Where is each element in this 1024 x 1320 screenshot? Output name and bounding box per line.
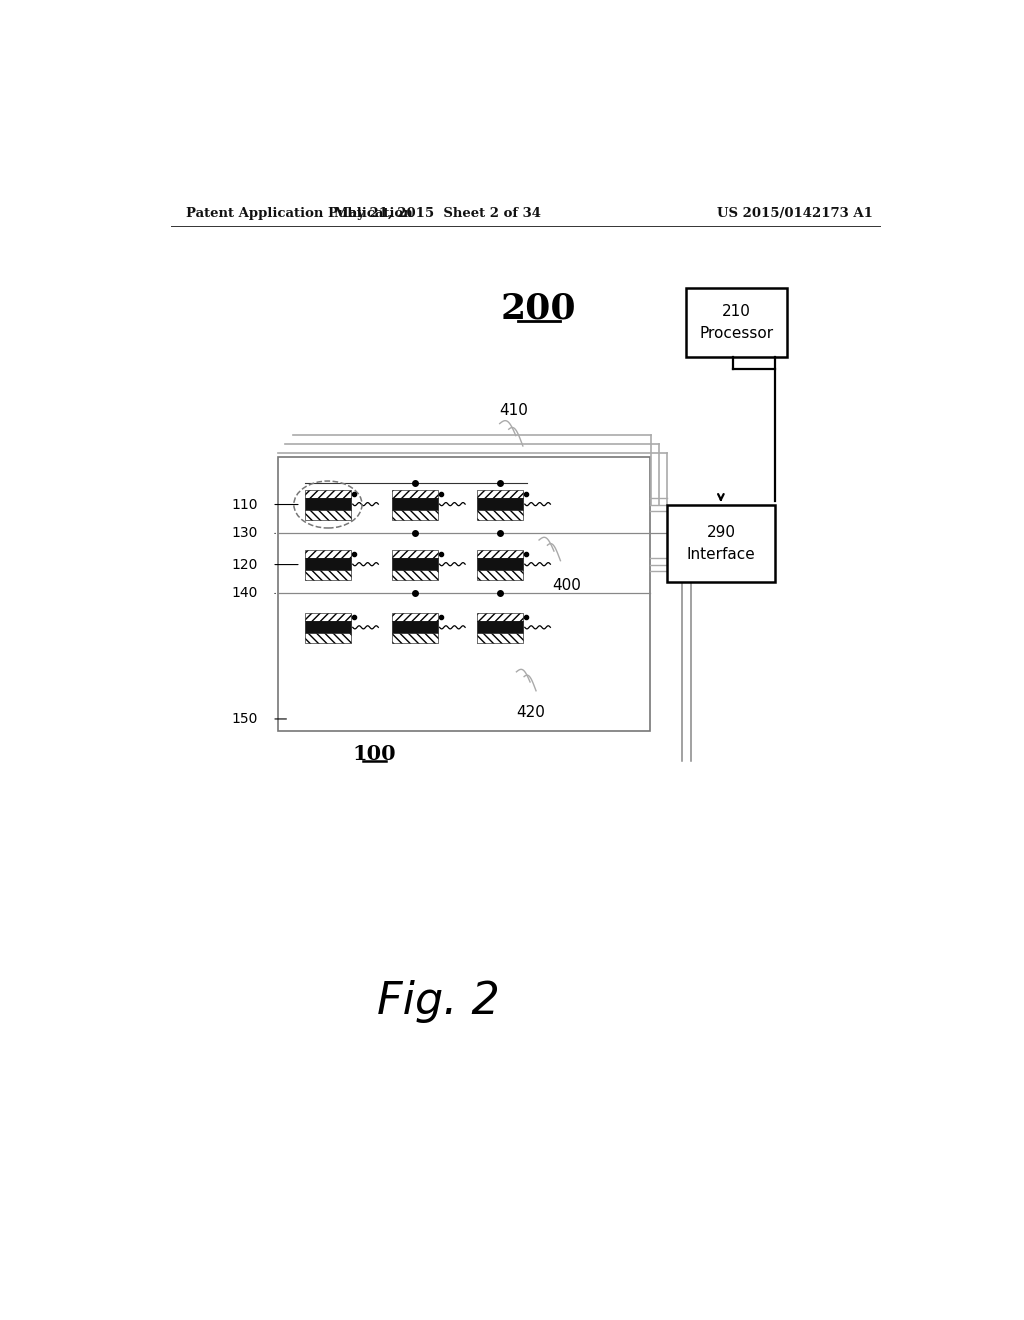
Bar <box>686 288 786 358</box>
Bar <box>477 490 523 498</box>
Bar <box>305 622 351 634</box>
Text: 420: 420 <box>516 705 546 721</box>
Text: 210
Processor: 210 Processor <box>699 304 773 341</box>
Text: 110: 110 <box>231 498 258 512</box>
Bar <box>477 558 523 570</box>
Bar <box>305 498 351 511</box>
Text: US 2015/0142173 A1: US 2015/0142173 A1 <box>717 207 872 220</box>
Bar <box>391 558 438 570</box>
Text: 120: 120 <box>231 557 258 572</box>
Text: 100: 100 <box>352 743 396 763</box>
Bar <box>477 634 523 643</box>
Bar <box>305 549 351 558</box>
Text: 130: 130 <box>231 527 258 540</box>
Bar <box>391 612 438 622</box>
Text: Fig. 2: Fig. 2 <box>377 979 500 1023</box>
Bar <box>477 570 523 579</box>
Text: Patent Application Publication: Patent Application Publication <box>186 207 413 220</box>
Bar <box>391 622 438 634</box>
Bar <box>391 498 438 511</box>
Bar <box>667 506 775 582</box>
Bar <box>305 511 351 520</box>
Text: 290
Interface: 290 Interface <box>686 525 756 562</box>
Bar <box>305 570 351 579</box>
Text: 410: 410 <box>500 404 528 418</box>
Bar <box>477 549 523 558</box>
Text: 150: 150 <box>231 711 258 726</box>
Bar <box>305 612 351 622</box>
Text: 140: 140 <box>231 586 258 601</box>
Bar <box>391 511 438 520</box>
Bar <box>278 457 649 730</box>
Bar <box>391 549 438 558</box>
Bar <box>477 612 523 622</box>
Text: May 21, 2015  Sheet 2 of 34: May 21, 2015 Sheet 2 of 34 <box>335 207 542 220</box>
Text: 200: 200 <box>501 292 577 326</box>
Bar <box>391 490 438 498</box>
Bar <box>477 498 523 511</box>
Bar <box>305 490 351 498</box>
Bar <box>477 511 523 520</box>
Bar <box>305 634 351 643</box>
Bar <box>391 570 438 579</box>
Bar <box>391 634 438 643</box>
Bar <box>477 622 523 634</box>
Text: 400: 400 <box>553 578 582 593</box>
Bar <box>305 558 351 570</box>
